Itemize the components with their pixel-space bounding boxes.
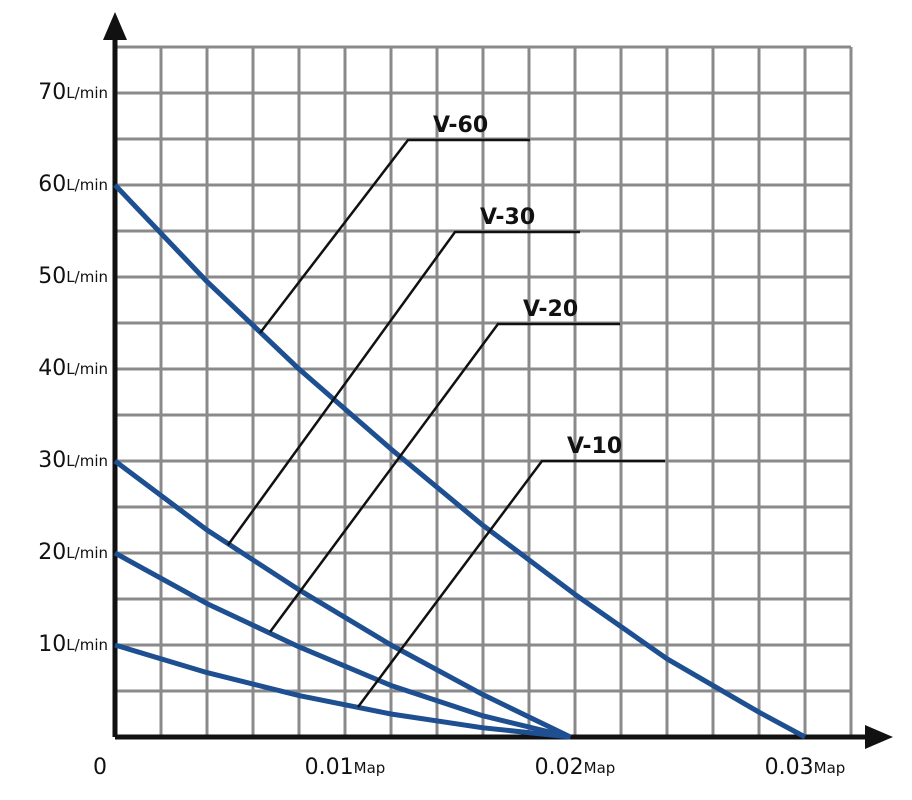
y-tick-label: 30L/min [38, 448, 108, 473]
x-tick-label: 0.01Map [305, 755, 386, 780]
leader-line [356, 459, 665, 708]
x-tick-label: 0.03Map [765, 755, 846, 780]
y-axis-arrow [103, 12, 127, 40]
y-tick-label: 50L/min [38, 264, 108, 289]
series-line [114, 642, 571, 740]
series-label: V-10 [567, 434, 622, 459]
leader-line [268, 322, 620, 633]
series-label: V-20 [523, 297, 578, 322]
x-axis-arrow [865, 725, 893, 749]
series-line [113, 459, 572, 740]
x-tick-label: 0.02Map [535, 755, 616, 780]
leader-line [259, 138, 530, 334]
x-tick-label: 0 [93, 755, 107, 780]
y-tick-label: 20L/min [38, 540, 108, 565]
series-label: V-60 [433, 113, 488, 138]
series-line [113, 550, 571, 740]
y-tick-label: 70L/min [38, 80, 108, 105]
y-tick-label: 40L/min [38, 356, 108, 381]
y-tick-label: 60L/min [38, 172, 108, 197]
series-label: V-30 [480, 205, 535, 230]
y-tick-label: 10L/min [38, 632, 108, 657]
series-line [113, 183, 807, 740]
leader-line [226, 230, 580, 546]
